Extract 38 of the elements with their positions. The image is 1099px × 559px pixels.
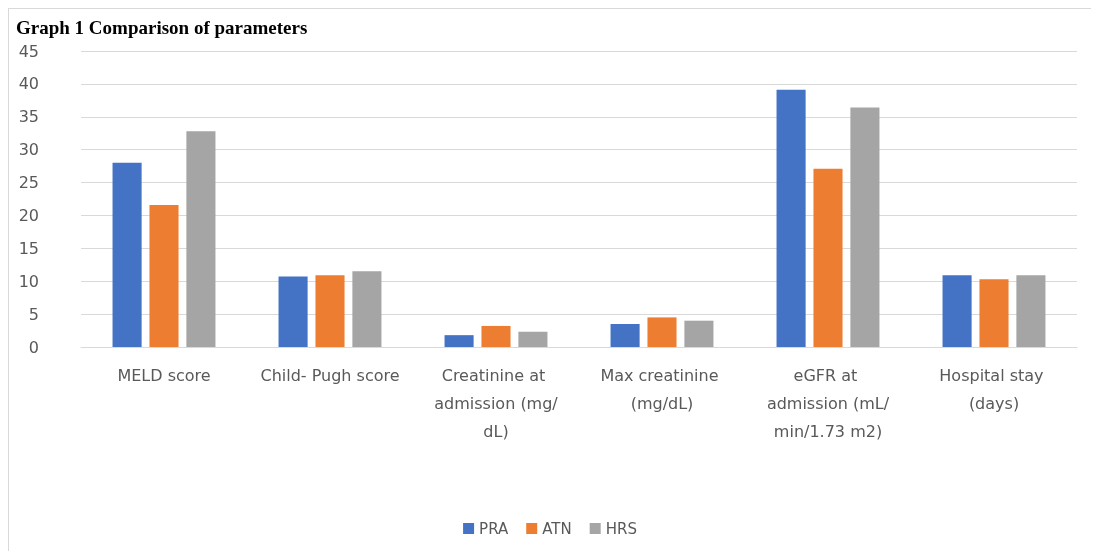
bar	[684, 320, 714, 347]
y-tick-label: 40	[18, 74, 39, 94]
y-tick-label: 5	[28, 304, 39, 324]
bar	[776, 89, 806, 347]
x-tick-label: MELD score	[117, 365, 211, 385]
bar	[278, 276, 308, 347]
legend-label: HRS	[605, 519, 637, 538]
x-tick-label: Max creatinine (mg/dL)	[600, 365, 724, 413]
bar	[518, 331, 548, 347]
bar	[149, 204, 179, 347]
x-tick-label: Child- Pugh score	[260, 365, 400, 385]
bar	[610, 323, 640, 347]
bar	[186, 131, 216, 347]
bar	[813, 168, 843, 347]
bar	[850, 107, 880, 347]
chart-title: Graph 1 Comparison of parameters	[16, 17, 308, 38]
bar	[315, 275, 345, 347]
y-tick-label: 0	[28, 337, 39, 357]
x-tick-label: Hospital stay (days)	[939, 365, 1049, 413]
bar	[979, 279, 1009, 347]
x-tick-label: Creatinine at admission (mg/dL)	[434, 365, 559, 441]
bar	[942, 275, 972, 347]
legend-label: ATN	[542, 519, 572, 538]
bar	[1016, 275, 1046, 347]
y-tick-label: 10	[18, 271, 39, 291]
y-tick-label: 45	[18, 41, 39, 61]
y-tick-label: 15	[18, 238, 39, 258]
bar	[444, 335, 474, 347]
y-tick-label: 25	[18, 173, 39, 193]
bar	[112, 162, 142, 347]
bar	[481, 325, 511, 347]
legend-label: PRA	[479, 519, 509, 538]
y-tick-label: 35	[18, 107, 39, 127]
x-tick-label: eGFR at admission (mL/min/1.73 m2)	[766, 365, 890, 441]
y-tick-label: 20	[18, 205, 39, 225]
bar	[352, 271, 382, 347]
bar	[647, 317, 677, 347]
y-tick-label: 30	[18, 140, 39, 160]
